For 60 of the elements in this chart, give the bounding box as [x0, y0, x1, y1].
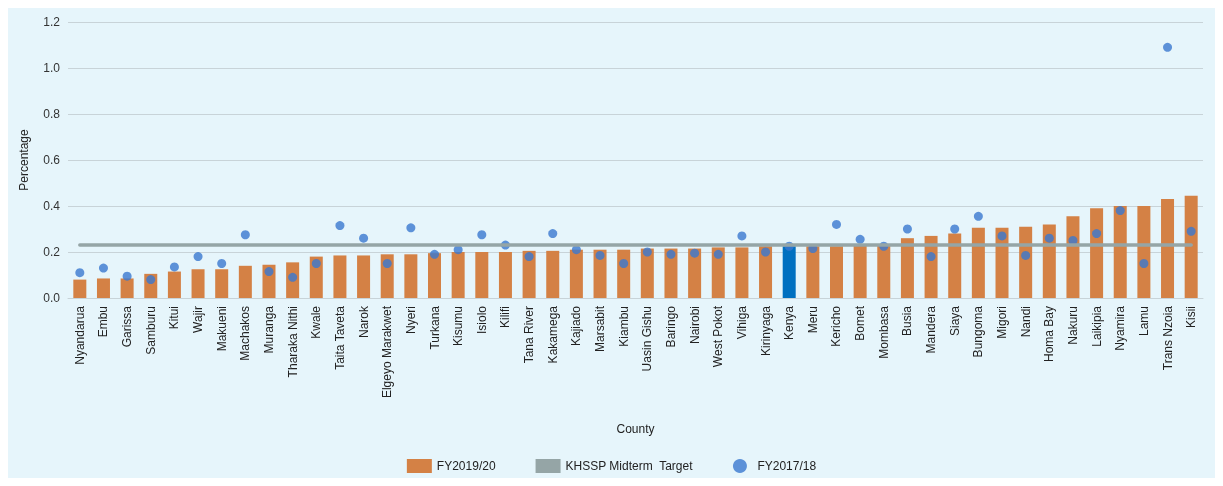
x-tick-label: Marsabit [593, 305, 608, 353]
x-tick-label: Kakamega [545, 305, 560, 364]
y-tick-label: 0.6 [43, 153, 61, 167]
x-tick-label: Nyandarua [72, 305, 87, 365]
x-tick-label: Meru [805, 306, 820, 334]
x-tick-label: Kirinyaga [758, 305, 773, 357]
x-tick-label: Busia [900, 305, 915, 337]
x-tick-label: Kiambu [616, 306, 631, 347]
x-tick-label: Muranga [261, 305, 276, 354]
x-tick-label: Isiolo [474, 305, 489, 335]
x-tick-label: Kisii [1184, 306, 1199, 329]
x-tick-label: Uasin Gishu [640, 306, 655, 372]
x-tick-label: Wajir [191, 306, 206, 333]
x-tick-label: Siaya [947, 305, 962, 337]
y-tick-label: 1.0 [43, 61, 61, 75]
x-tick-label: Nyeri [403, 306, 418, 335]
x-tick-label: Nakuru [1065, 306, 1080, 345]
x-tick-label: Nandi [1018, 306, 1033, 338]
x-tick-label: Migori [995, 306, 1010, 339]
x-tick-label: Kilifi [498, 306, 513, 329]
x-tick-label: Kwale [309, 305, 324, 339]
x-tick-label: Nairobi [687, 306, 702, 345]
x-tick-label: Mombasa [876, 305, 891, 359]
x-tick-label: Elgeyo Marakwet [380, 305, 395, 399]
x-tick-label: Taita Taveta [332, 305, 347, 370]
x-tick-label: Tharaka Nithi [285, 306, 300, 378]
x-tick-label: Laikipia [1089, 305, 1104, 347]
x-tick-label: Kisumu [451, 306, 466, 347]
x-tick-label: Bomet [853, 305, 868, 341]
y-tick-label: 0.2 [43, 245, 61, 259]
x-tick-label: Kitui [167, 306, 182, 330]
x-tick-label: Trans Nzoia [1160, 305, 1175, 371]
x-tick-label: Kajiado [569, 305, 584, 347]
x-tick-label: Kenya [782, 305, 797, 341]
x-tick-label: Kericho [829, 305, 844, 347]
x-tick-label: Tana River [522, 306, 537, 364]
x-axis-title: County [616, 422, 655, 436]
x-tick-label: Bungoma [971, 305, 986, 358]
legend-label: FY2017/18 [757, 459, 817, 473]
x-tick-label: Garissa [120, 305, 135, 348]
x-tick-label: Turkana [427, 305, 442, 350]
x-tick-label: Samburu [143, 306, 158, 355]
x-tick-label: Baringo [663, 305, 678, 348]
y-tick-label: 0.8 [43, 107, 61, 121]
x-tick-label: Homa Bay [1042, 306, 1057, 363]
x-tick-label: Nyamira [1113, 305, 1128, 351]
x-tick-label: Mandera [924, 305, 939, 354]
x-tick-label: Narok [356, 305, 371, 339]
y-tick-label: 0.4 [43, 199, 61, 213]
y-tick-label: 1.2 [43, 15, 61, 29]
legend-label: FY2019/20 [436, 459, 496, 473]
legend-label: KHSSP Midterm Target [565, 459, 694, 473]
y-tick-label: 0.0 [43, 291, 61, 305]
x-tick-label: West Pokot [711, 305, 726, 368]
x-tick-label: Makueni [214, 306, 229, 352]
x-tick-label: Lamu [1136, 306, 1151, 337]
x-tick-label: Embu [96, 306, 111, 338]
y-axis-title: Percentage [17, 128, 31, 191]
x-tick-label: Vihiga [734, 305, 749, 340]
x-tick-label: Machakos [238, 306, 253, 361]
